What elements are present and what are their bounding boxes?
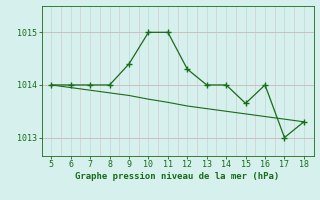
X-axis label: Graphe pression niveau de la mer (hPa): Graphe pression niveau de la mer (hPa)	[76, 172, 280, 181]
